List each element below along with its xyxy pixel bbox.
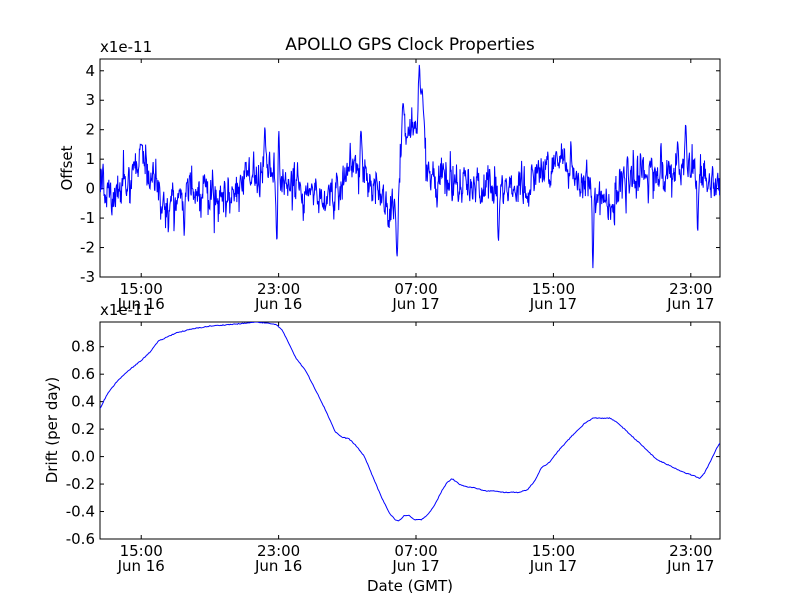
drift-ytick-label: 0.8 [71, 338, 95, 356]
offset-xtick-date: Jun 17 [391, 295, 439, 313]
offset-xtick-date: Jun 17 [666, 295, 714, 313]
drift-y-axis-label: Drift (per day) [43, 377, 61, 484]
offset-xtick-date: Jun 16 [254, 295, 302, 313]
offset-xtick-date: Jun 17 [529, 295, 577, 313]
drift-ytick-label: -0.4 [66, 503, 95, 521]
x-axis-label: Date (GMT) [367, 577, 453, 595]
offset-multiplier: x1e-11 [100, 38, 152, 56]
offset-series-line [100, 64, 720, 269]
offset-ytick-label: 3 [85, 91, 95, 109]
drift-series-line [100, 322, 720, 522]
drift-xtick-date: Jun 17 [529, 557, 577, 575]
drift-ytick-label: 0.0 [71, 448, 95, 466]
drift-xtick-date: Jun 16 [117, 557, 165, 575]
drift-data [100, 322, 720, 522]
drift-xtick-time: 15:00 [532, 542, 575, 560]
drift-xtick-date: Jun 17 [666, 557, 714, 575]
offset-xtick-time: 07:00 [394, 280, 437, 298]
offset-xtick-time: 23:00 [257, 280, 300, 298]
offset-ytick-label: 4 [85, 62, 95, 80]
offset-y-axis-label: Offset [58, 145, 76, 190]
offset-xtick-time: 15:00 [532, 280, 575, 298]
drift-xtick-time: 23:00 [257, 542, 300, 560]
drift-xtick-time: 15:00 [120, 542, 163, 560]
drift-plot-frame [99, 321, 721, 540]
drift-ytick-label: 0.6 [71, 365, 95, 383]
drift-multiplier: x1e-11 [100, 301, 152, 319]
offset-ytick-label: 2 [85, 121, 95, 139]
offset-xtick-time: 15:00 [120, 280, 163, 298]
offset-xtick-date: Jun 16 [117, 295, 165, 313]
offset-ytick-label: 1 [85, 150, 95, 168]
drift-xtick-time: 07:00 [394, 542, 437, 560]
drift-xtick-time: 23:00 [669, 542, 712, 560]
drift-xtick-date: Jun 16 [254, 557, 302, 575]
offset-ytick-label: -1 [80, 209, 95, 227]
chart-title: APOLLO GPS Clock Properties [285, 35, 535, 55]
drift-ytick-label: 0.2 [71, 420, 95, 438]
offset-ytick-label: -2 [80, 239, 95, 257]
offset-xtick-time: 23:00 [669, 280, 712, 298]
drift-ytick-label: -0.2 [66, 475, 95, 493]
drift-xtick-date: Jun 17 [391, 557, 439, 575]
offset-ytick-label: -3 [80, 268, 95, 286]
drift-ytick-label: 0.4 [71, 393, 95, 411]
offset-plot-frame [99, 58, 721, 278]
drift-ytick-label: -0.6 [66, 530, 95, 548]
offset-ytick-label: 0 [85, 180, 95, 198]
offset-data [100, 64, 720, 269]
